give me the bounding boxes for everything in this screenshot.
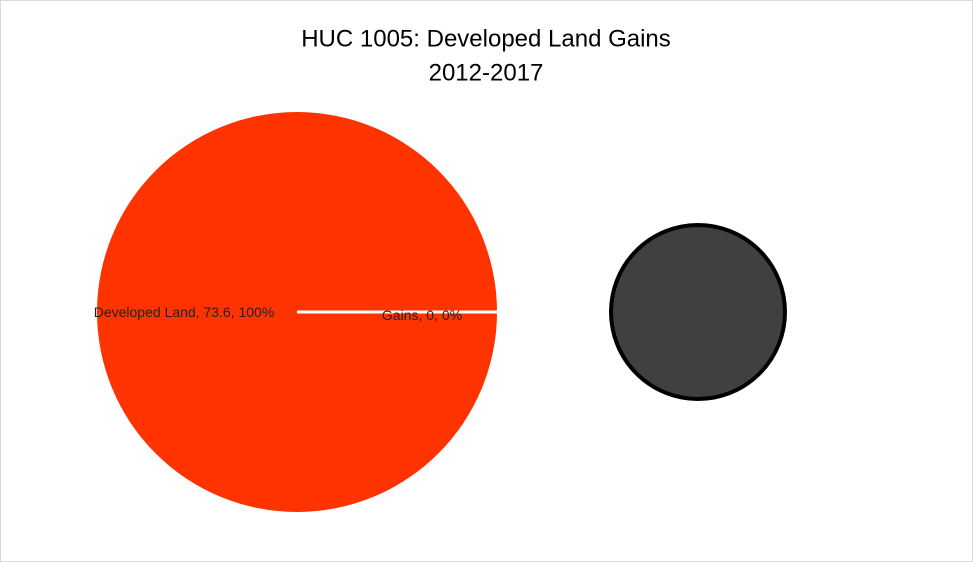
chart-subtitle: 2012-2017 [429, 59, 544, 86]
secondary-pie [609, 223, 787, 401]
chart-title: HUC 1005: Developed Land Gains [301, 25, 671, 52]
data-label: Gains, 0, 0% [381, 307, 463, 323]
data-label: Developed Land, 73.6, 100% [93, 304, 275, 320]
